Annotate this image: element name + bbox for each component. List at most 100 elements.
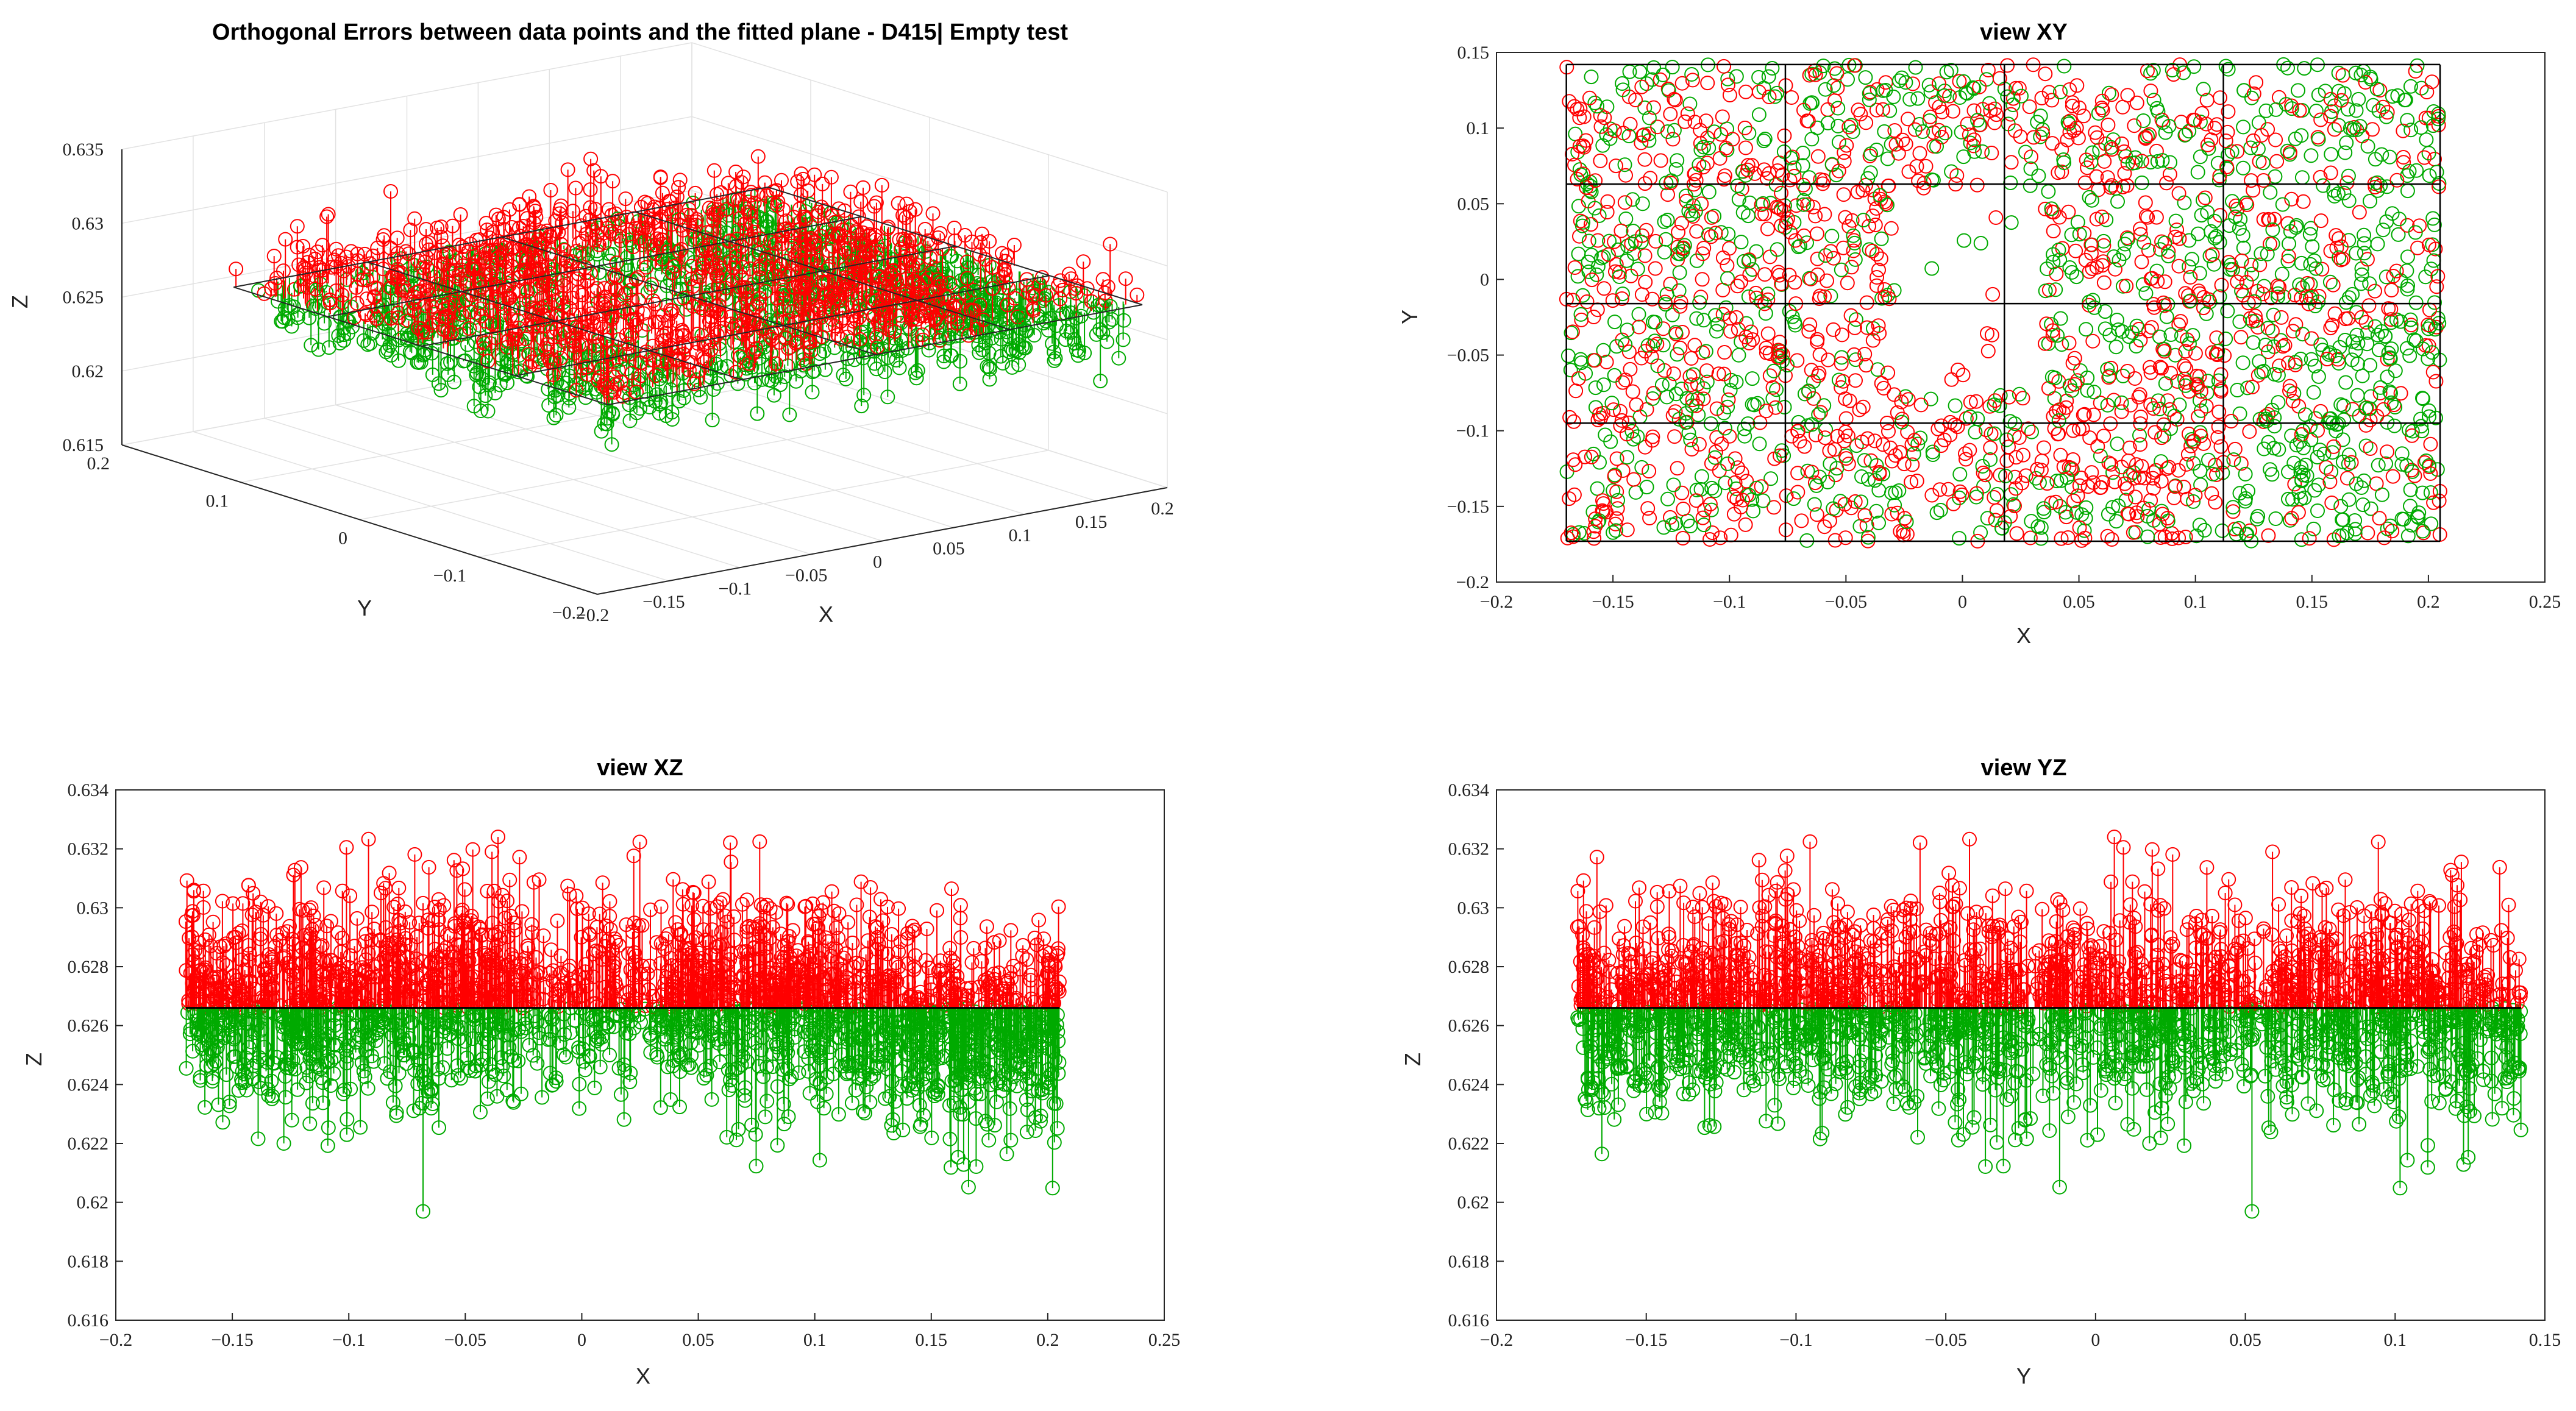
plot-xy-point xyxy=(2054,312,2068,325)
plot-xy-point xyxy=(1761,222,1774,236)
plot-xy-point xyxy=(2336,433,2350,446)
plot-3d-xtick-label: −0.05 xyxy=(785,565,827,585)
plot-xy-point xyxy=(2272,359,2286,372)
plot-xy-point xyxy=(1675,486,1688,500)
plot-xy-point xyxy=(2078,524,2091,538)
plot-xy-point xyxy=(1598,282,1611,295)
plot-3d-xtick-label: −0.15 xyxy=(642,592,685,612)
plot-xy-point xyxy=(1763,250,1777,263)
plot-3d-ztick-label: 0.615 xyxy=(63,435,104,455)
plot-xy-point xyxy=(2194,478,2207,491)
plot-xy-point xyxy=(1623,345,1636,358)
plot-3d-xtick-label: 0.1 xyxy=(1009,525,1032,546)
plot-xy-point xyxy=(1661,492,1674,506)
plot-3d-ztick-label: 0.635 xyxy=(63,140,104,160)
plot-xy-point xyxy=(1849,253,1862,266)
plot-3d-xtick-label: 0.2 xyxy=(1151,499,1174,519)
plot-xy-points xyxy=(1560,58,2447,548)
plot-3d-xtick-label: 0.15 xyxy=(1075,512,1108,532)
plot-xy-point xyxy=(1927,140,1940,153)
plot-xy-point xyxy=(2086,335,2099,348)
plot-3d-ytick-label: −0.2 xyxy=(552,603,585,623)
plot-3d: Orthogonal Errors between data points an… xyxy=(7,20,1174,627)
plot-xy: view XY −0.2 −0.15 −0.1 −0.05 0 0.05 0.1 0.15 0.… xyxy=(1397,20,2561,648)
plot-xy-point xyxy=(1695,470,1709,483)
plot-xy-point xyxy=(2400,342,2414,355)
plot-xy-point xyxy=(1569,384,1582,397)
plot-xy-point xyxy=(1974,236,1988,250)
plot-xy-point xyxy=(2425,238,2439,251)
plot-xy-point xyxy=(2297,195,2310,208)
plot-xy-point xyxy=(1809,209,1822,222)
plot-xy-point xyxy=(1572,247,1585,261)
plot-xy-point xyxy=(2261,529,2275,542)
plot-xy-point xyxy=(2025,425,2038,439)
plot-3d-xtick-label: 0 xyxy=(873,552,882,572)
plot-xy-point xyxy=(2171,413,2184,426)
plot-xy-point xyxy=(2403,349,2416,363)
plot-xy-point xyxy=(1619,212,1632,226)
plot-xy-point xyxy=(1982,63,1995,77)
plot-xy-point xyxy=(2307,386,2321,399)
plot-xy-point xyxy=(1593,209,1606,222)
plot-3d-x-axis xyxy=(597,488,1167,594)
plot-xy-point xyxy=(1926,448,1940,461)
plot-3d-ylabel: Y xyxy=(357,595,372,620)
plot-3d-gridline xyxy=(360,413,930,520)
plot-3d-ztick-label: 0.62 xyxy=(72,361,104,382)
plot-3d-xlabel: X xyxy=(819,602,833,627)
plot-3d-ztick-label: 0.63 xyxy=(72,213,104,233)
plot-3d-title: Orthogonal Errors between data points an… xyxy=(212,20,1069,45)
plot-3d-ytick-label: 0 xyxy=(338,528,347,549)
plot-xy-point xyxy=(1671,461,1684,475)
plot-xy-point xyxy=(2355,262,2369,275)
plot-xy-point xyxy=(1974,526,1987,539)
plot-xy-point xyxy=(2244,174,2258,187)
plot-xy-point xyxy=(2234,330,2247,344)
plot-3d-ytick-label: 0.2 xyxy=(87,453,110,474)
plot-xy-point xyxy=(2182,234,2196,247)
plot-xy-point xyxy=(1632,308,1646,321)
plot-xy-point xyxy=(1986,288,1999,301)
plot-xy-point xyxy=(1716,110,1729,124)
plot-xy-point xyxy=(1828,94,1841,107)
plot-xy-point xyxy=(1721,73,1734,86)
plot-xy-point xyxy=(1753,437,1767,450)
plot-xy-point xyxy=(2263,186,2277,199)
plot-3d-stems xyxy=(229,150,1144,451)
plot-3d-ytick-label: 0.1 xyxy=(206,491,229,511)
plot-3d-zlabel: Z xyxy=(7,295,32,308)
plot-xy-point xyxy=(2336,529,2349,542)
plot-xy-point xyxy=(1720,258,1734,272)
plot-xy-point xyxy=(2091,183,2105,196)
plot-xy-point xyxy=(2047,224,2060,238)
plot-xy-point xyxy=(2237,241,2250,255)
plot-xy-point xyxy=(2215,440,2228,453)
plot-xy-point xyxy=(2281,62,2294,75)
plot-xy-point xyxy=(1749,245,1763,258)
plot-3d-xtick-label: −0.1 xyxy=(719,578,752,599)
plot-xy-point xyxy=(1876,438,1890,451)
plot-xy-point xyxy=(2252,116,2266,129)
plot-xy-point xyxy=(1811,252,1824,266)
plot-xy-point xyxy=(2145,321,2158,334)
plot-xy-point xyxy=(1764,472,1777,485)
plot-xy-title: view XY xyxy=(1980,20,2068,45)
plot-xy-point xyxy=(2343,291,2356,304)
plot-3d-xtick-label: 0.05 xyxy=(933,539,965,559)
plot-xy-point xyxy=(1608,315,1621,329)
plot-xy-point xyxy=(1952,531,1966,545)
plot-xy-point xyxy=(1690,225,1703,238)
plot-xy-point xyxy=(2233,407,2247,421)
plot-xy-point xyxy=(2236,162,2250,175)
plot-xy-point xyxy=(1785,91,1798,104)
plot-xy-point xyxy=(2324,147,2338,161)
plot-xy-point xyxy=(2124,399,2137,412)
plot-xy-point xyxy=(2325,496,2338,510)
plot-xy-point xyxy=(1935,419,1948,433)
plot-xy-point xyxy=(1810,508,1824,521)
plot-xy-point xyxy=(1660,390,1674,403)
plot-3d-ztick-label: 0.625 xyxy=(63,288,104,308)
plot-xy-point xyxy=(1971,179,1984,192)
